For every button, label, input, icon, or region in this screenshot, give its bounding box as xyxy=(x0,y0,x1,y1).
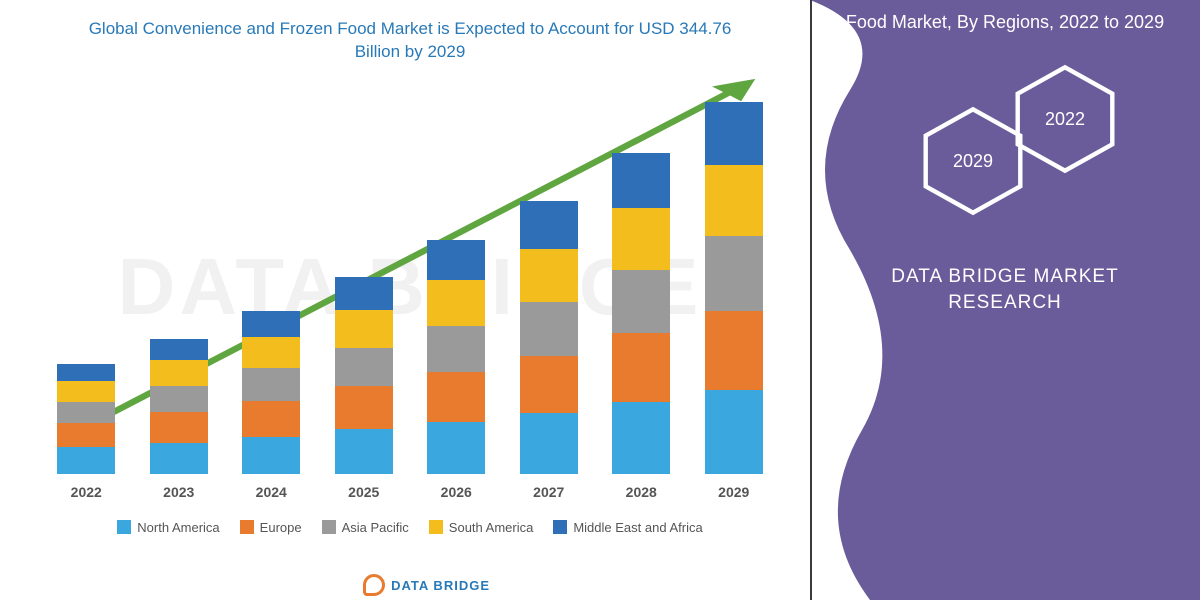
bar-segment xyxy=(427,280,485,326)
hex-label: 2022 xyxy=(1045,109,1085,130)
bar-segment xyxy=(335,348,393,387)
legend-item: South America xyxy=(429,520,534,535)
bar-segment xyxy=(427,326,485,373)
x-axis-label: 2024 xyxy=(242,484,300,500)
bar-segment xyxy=(612,153,670,208)
bar-column xyxy=(150,339,208,474)
bar-segment xyxy=(427,422,485,474)
bar-segment xyxy=(242,337,300,368)
panel-divider xyxy=(810,0,812,600)
legend-swatch xyxy=(553,520,567,534)
x-axis-label: 2023 xyxy=(150,484,208,500)
legend-label: North America xyxy=(137,520,219,535)
bar-segment xyxy=(57,381,115,402)
info-panel-brand: DATA BRIDGE MARKET RESEARCH xyxy=(840,264,1170,315)
bar-segment xyxy=(520,413,578,474)
bar-segment xyxy=(705,236,763,311)
bar-segment xyxy=(612,402,670,474)
info-panel: Food Market, By Regions, 2022 to 2029 20… xyxy=(810,0,1200,600)
x-axis-label: 2029 xyxy=(705,484,763,500)
x-axis-label: 2026 xyxy=(427,484,485,500)
chart-plot-area: DATA BRIDGE 2022202320242025202620272028… xyxy=(30,72,790,502)
bar-segment xyxy=(427,240,485,280)
footer-logo-icon xyxy=(363,574,385,596)
hex-badge-2022: 2022 xyxy=(1010,64,1120,174)
hex-badge-group: 2029 2022 xyxy=(840,64,1170,234)
legend-swatch xyxy=(117,520,131,534)
footer-brand-logo: DATA BRIDGE xyxy=(363,574,490,596)
info-panel-title: Food Market, By Regions, 2022 to 2029 xyxy=(840,10,1170,34)
info-panel-content: Food Market, By Regions, 2022 to 2029 20… xyxy=(810,0,1200,326)
bar-segment xyxy=(705,311,763,390)
bar-segment xyxy=(242,368,300,400)
legend-item: Europe xyxy=(240,520,302,535)
bar-segment xyxy=(150,412,208,442)
bar-segment xyxy=(57,423,115,448)
bar-column xyxy=(520,201,578,474)
bar-segment xyxy=(520,356,578,413)
bar-segment xyxy=(335,386,393,429)
x-axis-label: 2027 xyxy=(520,484,578,500)
bar-segment xyxy=(335,277,393,309)
bar-segment xyxy=(520,302,578,356)
bar-column xyxy=(427,240,485,474)
x-axis-label: 2028 xyxy=(612,484,670,500)
bar-segment xyxy=(150,360,208,386)
bar-column xyxy=(242,311,300,473)
bar-segment xyxy=(242,401,300,437)
legend-swatch xyxy=(240,520,254,534)
legend-item: Middle East and Africa xyxy=(553,520,702,535)
footer-logo-text: DATA BRIDGE xyxy=(391,578,490,593)
x-axis-label: 2022 xyxy=(57,484,115,500)
bar-segment xyxy=(57,447,115,474)
bar-column xyxy=(612,153,670,474)
chart-title: Global Convenience and Frozen Food Marke… xyxy=(70,18,750,64)
x-axis-label: 2025 xyxy=(335,484,393,500)
bar-segment xyxy=(57,402,115,423)
bar-segment xyxy=(705,165,763,236)
hex-label: 2029 xyxy=(953,151,993,172)
bar-segment xyxy=(335,310,393,348)
bar-column xyxy=(705,102,763,474)
bar-column xyxy=(57,364,115,474)
bar-segment xyxy=(150,443,208,474)
bar-segment xyxy=(612,208,670,270)
bar-segment xyxy=(520,201,578,249)
legend-label: Asia Pacific xyxy=(342,520,409,535)
bar-segment xyxy=(150,339,208,360)
chart-panel: Global Convenience and Frozen Food Marke… xyxy=(0,0,810,600)
legend-label: Europe xyxy=(260,520,302,535)
legend-label: Middle East and Africa xyxy=(573,520,702,535)
bar-segment xyxy=(242,437,300,474)
legend-item: North America xyxy=(117,520,219,535)
bar-segment xyxy=(612,333,670,401)
bar-segment xyxy=(612,270,670,334)
legend-swatch xyxy=(429,520,443,534)
legend-item: Asia Pacific xyxy=(322,520,409,535)
bar-column xyxy=(335,277,393,474)
x-axis-labels: 2022 2023 2024 2025 2026 2027 2028 2029 xyxy=(40,484,780,500)
bar-segment xyxy=(705,390,763,474)
bar-segment xyxy=(427,372,485,421)
bar-segment xyxy=(150,386,208,413)
chart-legend: North America Europe Asia Pacific South Ame… xyxy=(30,520,790,535)
legend-swatch xyxy=(322,520,336,534)
bar-segment xyxy=(520,249,578,302)
legend-label: South America xyxy=(449,520,534,535)
bar-segment xyxy=(705,102,763,166)
bar-segment xyxy=(335,429,393,474)
bar-segment xyxy=(57,364,115,381)
bar-segment xyxy=(242,311,300,337)
bars-container xyxy=(40,94,780,474)
